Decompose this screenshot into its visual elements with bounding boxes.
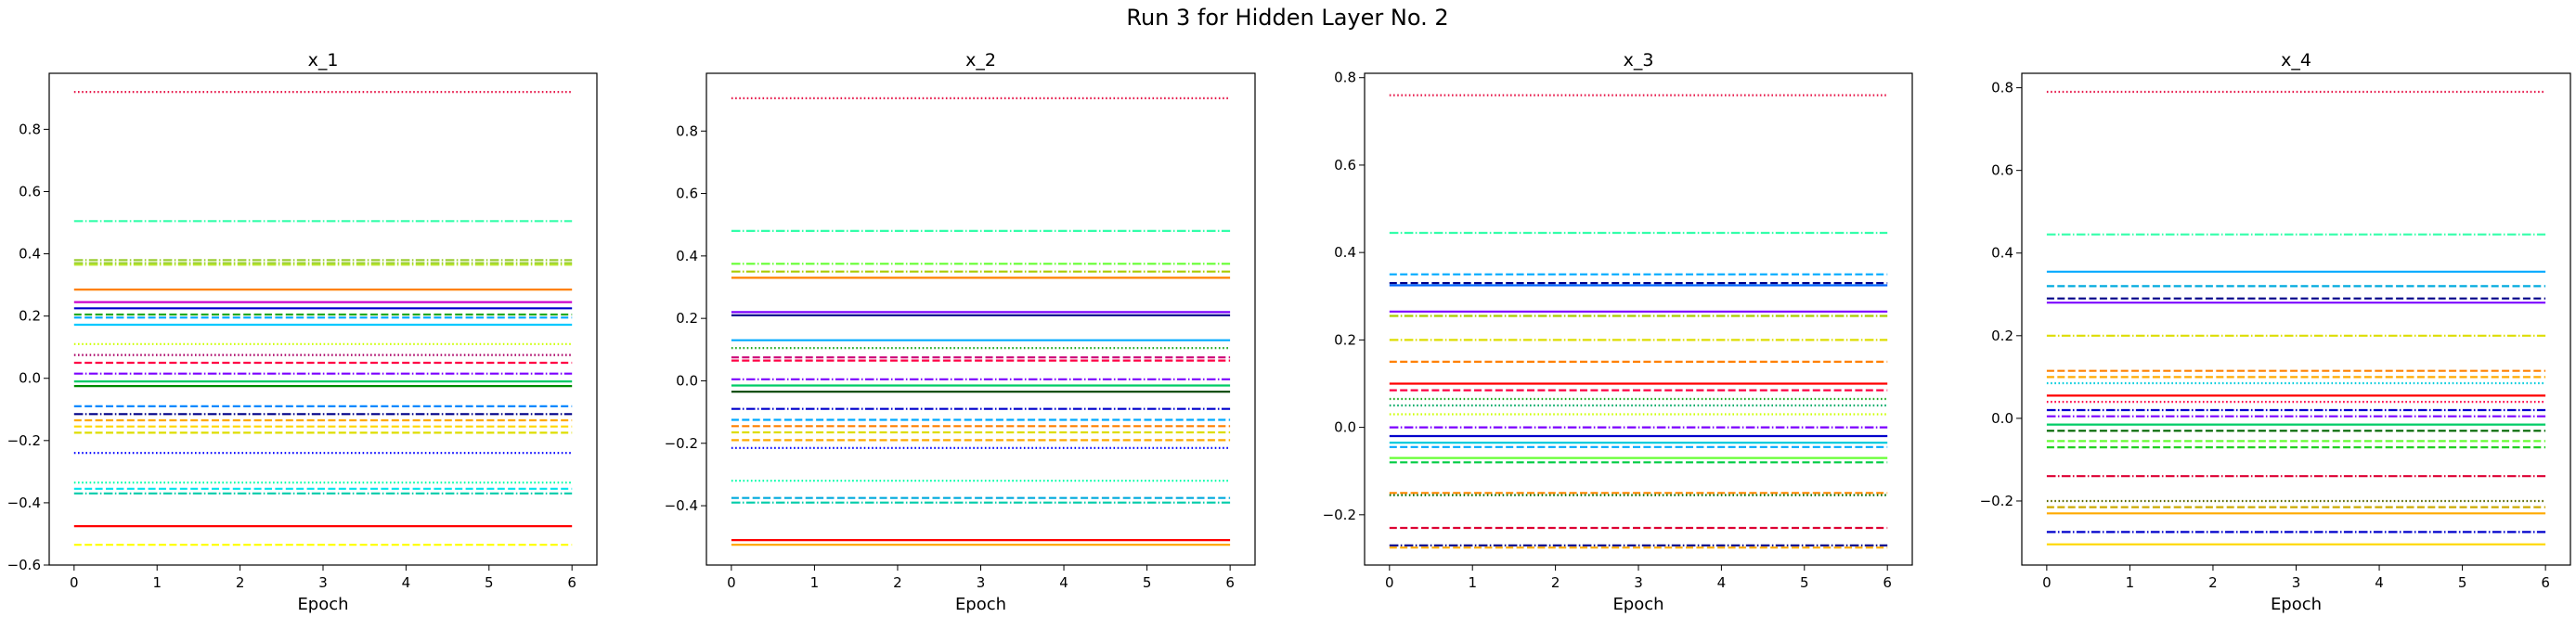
y-tick-label: 0.0 <box>676 372 698 389</box>
x-axis-label: Epoch <box>955 595 1006 614</box>
y-tick-label: 0.0 <box>1334 419 1356 436</box>
x-tick-label: 2 <box>893 574 902 591</box>
y-tick-label: 0.6 <box>1334 157 1356 174</box>
y-tick-label: 0.0 <box>19 370 41 387</box>
x-tick-label: 2 <box>2208 574 2218 591</box>
x-tick-label: 5 <box>1143 574 1152 591</box>
y-tick-label: 0.6 <box>1991 162 2013 179</box>
x-axis-label: Epoch <box>1612 595 1663 614</box>
y-tick-label: −0.2 <box>1323 507 1356 523</box>
x-tick-label: 3 <box>2292 574 2301 591</box>
y-tick-label: 0.4 <box>19 246 41 263</box>
x-tick-label: 2 <box>236 574 245 591</box>
y-tick-label: −0.2 <box>665 435 698 452</box>
y-tick-label: −0.6 <box>7 557 41 573</box>
subplot-title: x_4 <box>2281 50 2311 71</box>
x-tick-label: 3 <box>1634 574 1643 591</box>
y-tick-label: 0.4 <box>676 248 698 264</box>
subplots: 0 1 2 3 4 5 6 −0.6 −0.4 −0.2 0.0 0.2 0.4 0.6 0.8 x_1 Epo… <box>7 50 2571 614</box>
x-tick-label: 1 <box>152 574 162 591</box>
subplot-2: 0 1 2 3 4 5 6 −0.4 −0.2 0.0 0.2 0.4 0.6 0.8 x_2 Epoch <box>665 50 1256 614</box>
x-tick-label: 0 <box>727 574 736 591</box>
y-tick-label: 0.0 <box>1991 410 2013 427</box>
x-tick-label: 5 <box>485 574 494 591</box>
y-tick-label: 0.8 <box>19 121 41 137</box>
x-tick-label: 4 <box>2375 574 2384 591</box>
x-tick-label: 5 <box>2458 574 2467 591</box>
y-tick-label: 0.8 <box>1991 80 2013 96</box>
x-tick-label: 1 <box>1468 574 1477 591</box>
y-tick-label: −0.2 <box>7 432 41 449</box>
y-tick-label: 0.2 <box>676 310 698 327</box>
y-tick-label: 0.8 <box>676 122 698 139</box>
figure-title: Run 3 for Hidden Layer No. 2 <box>1126 5 1448 31</box>
x-axis-label: Epoch <box>2271 595 2322 614</box>
subplot-1: 0 1 2 3 4 5 6 −0.6 −0.4 −0.2 0.0 0.2 0.4 0.6 0.8 x_1 Epo… <box>7 50 598 614</box>
x-tick-label: 2 <box>1551 574 1560 591</box>
subplot-title: x_1 <box>308 50 339 71</box>
y-tick-label: 0.4 <box>1334 244 1356 261</box>
x-tick-label: 3 <box>977 574 986 591</box>
series-lines <box>73 90 573 546</box>
x-tick-label: 6 <box>1225 574 1235 591</box>
y-tick-label: 0.2 <box>1334 331 1356 348</box>
x-tick-label: 6 <box>2541 574 2550 591</box>
x-tick-label: 1 <box>810 574 820 591</box>
y-tick-label: 0.8 <box>1334 70 1356 86</box>
x-tick-label: 4 <box>1059 574 1068 591</box>
x-tick-label: 4 <box>1717 574 1727 591</box>
x-tick-label: 6 <box>567 574 576 591</box>
subplot-title: x_2 <box>965 50 996 71</box>
x-tick-label: 1 <box>2126 574 2135 591</box>
y-tick-label: −0.4 <box>665 497 698 514</box>
x-tick-label: 0 <box>70 574 79 591</box>
subplot-3: 0 1 2 3 4 5 6 −0.2 0.0 0.2 0.4 0.6 0.8 x_3 Epoch <box>1323 50 1913 614</box>
x-tick-label: 0 <box>1385 574 1394 591</box>
x-axis-label: Epoch <box>297 595 348 614</box>
y-tick-label: 0.2 <box>1991 328 2013 344</box>
series-lines <box>2046 90 2546 546</box>
subplot-4: 0 1 2 3 4 5 6 −0.2 0.0 0.2 0.4 0.6 0.8 x_4 Epoch <box>1980 50 2571 614</box>
y-tick-label: −0.4 <box>7 495 41 511</box>
series-lines <box>1389 94 1888 549</box>
x-tick-label: 3 <box>318 574 328 591</box>
y-tick-label: 0.2 <box>19 308 41 325</box>
subplot-title: x_3 <box>1624 50 1654 71</box>
y-tick-label: 0.6 <box>676 186 698 202</box>
x-tick-label: 4 <box>402 574 411 591</box>
y-tick-label: −0.2 <box>1980 493 2013 509</box>
y-tick-label: 0.4 <box>1991 245 2013 262</box>
x-tick-label: 0 <box>2042 574 2052 591</box>
series-lines <box>731 96 1231 546</box>
y-tick-label: 0.6 <box>19 183 41 199</box>
x-tick-label: 5 <box>1800 574 1809 591</box>
x-tick-label: 6 <box>1883 574 1892 591</box>
